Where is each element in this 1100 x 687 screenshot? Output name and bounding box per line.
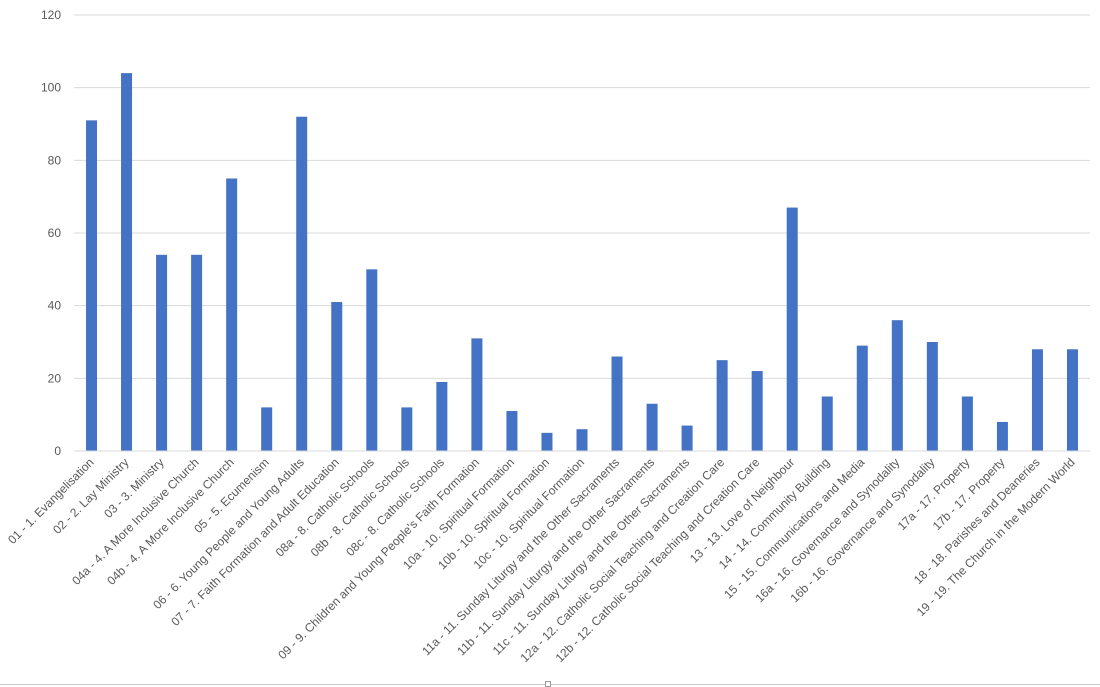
gridlines: [74, 14, 1090, 379]
bar: [471, 338, 483, 451]
bar: [506, 411, 518, 451]
bar: [366, 269, 378, 451]
bar: [121, 73, 133, 451]
bar: [716, 360, 728, 451]
y-tick-label: 0: [54, 444, 61, 458]
bar: [86, 120, 98, 451]
y-tick-label: 60: [48, 226, 62, 240]
y-axis-tick-labels: 0 20 40 60 80 100 120: [41, 8, 61, 458]
bar: [646, 403, 658, 451]
bar: [436, 381, 448, 451]
bar: [891, 320, 903, 451]
x-category-label: 04b - 4. A More Inclusive Church: [104, 455, 237, 588]
bar: [751, 371, 763, 451]
bar: [191, 254, 203, 451]
bar: [856, 345, 868, 451]
bar: [681, 425, 693, 451]
bar: [226, 178, 238, 451]
y-tick-label: 20: [48, 371, 62, 385]
y-tick-label: 40: [48, 299, 62, 313]
bar: [961, 396, 973, 451]
y-tick-label: 80: [48, 153, 62, 167]
resize-handle[interactable]: [545, 681, 551, 687]
bar: [261, 407, 273, 451]
bar: [296, 116, 308, 451]
bar: [996, 421, 1008, 451]
x-category-label: 04a - 4. A More Inclusive Church: [69, 455, 202, 588]
bar: [401, 407, 413, 451]
y-tick-label: 120: [41, 8, 61, 22]
bar: [926, 342, 938, 451]
bar: [1031, 349, 1043, 451]
bar: [821, 396, 833, 451]
bar: [1066, 349, 1078, 451]
bar: [331, 302, 343, 451]
bar: [541, 432, 553, 451]
y-tick-label: 100: [41, 81, 61, 95]
bar: [576, 429, 588, 451]
bar: [156, 254, 168, 451]
bars: [86, 73, 1078, 451]
bar: [611, 356, 623, 451]
bar: [786, 207, 798, 451]
